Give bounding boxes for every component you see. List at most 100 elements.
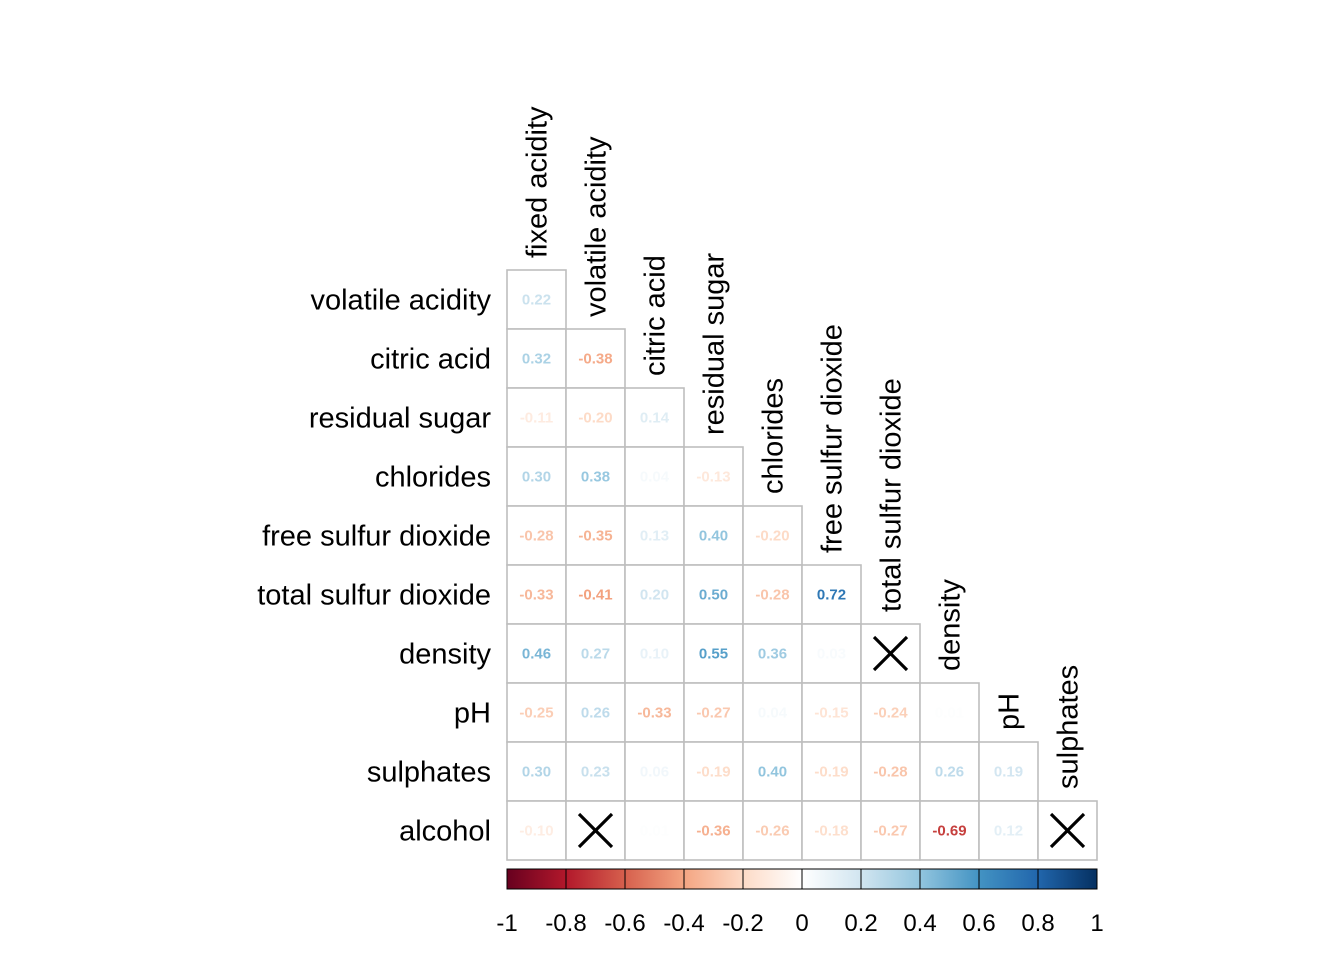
- cell-layer: 0.22 0.32 -0.38 -0.11 -0.20 0.14 0.30 0.38 0.04 -…: [506, 269, 1098, 861]
- cell-value: -0.27: [696, 705, 730, 722]
- colorbar-tick-label: -0.4: [663, 910, 704, 937]
- colorbar-tick-label: 0: [795, 910, 808, 937]
- column-label: citric acid: [640, 255, 672, 376]
- cell-value: -0.35: [578, 528, 612, 545]
- column-label: residual sugar: [699, 253, 731, 435]
- cell-value: -0.18: [814, 823, 848, 840]
- cell-value: -0.69: [932, 823, 966, 840]
- row-label: sulphates: [367, 757, 491, 789]
- cell-value: 0.10: [640, 646, 669, 663]
- column-labels: fixed acidity volatile acidity citric acid…: [522, 106, 1085, 789]
- cell-9-8: [978, 800, 1039, 861]
- colorbar-tick-label: -1: [496, 910, 517, 937]
- row-label: density: [399, 639, 491, 671]
- row-label: volatile acidity: [310, 285, 491, 317]
- cell-value: 0.20: [640, 587, 669, 604]
- row-label: alcohol: [399, 816, 491, 848]
- colorbar-tick-label: 1: [1090, 910, 1103, 937]
- cell-value: 0.55: [699, 646, 728, 663]
- row-label: free sulfur dioxide: [262, 521, 491, 553]
- cell-3-3: [683, 446, 744, 507]
- colorbar-tick-label: -0.2: [722, 910, 763, 937]
- column-label: volatile acidity: [581, 136, 613, 317]
- cell-9-7: [919, 800, 980, 861]
- cell-value: 0.13: [640, 528, 669, 545]
- column-label: free sulfur dioxide: [817, 324, 849, 553]
- colorbar-tick-label: 0.2: [844, 910, 877, 937]
- cell-9-5: [801, 800, 862, 861]
- row-label: total sulfur dioxide: [257, 580, 491, 612]
- column-label: total sulfur dioxide: [876, 378, 908, 612]
- cell-value: 0.06: [640, 764, 669, 781]
- cell-5-3: [683, 564, 744, 625]
- cell-value: 0.03: [817, 646, 846, 663]
- colorbar-tick-label: -0.8: [545, 910, 586, 937]
- cell-value: 0.26: [581, 705, 610, 722]
- cell-value: 0.26: [935, 764, 964, 781]
- cell-5-0: [506, 564, 567, 625]
- cell-value: -0.11: [520, 410, 553, 427]
- cell-value: -0.19: [696, 764, 730, 781]
- cell-value: -0.20: [578, 410, 612, 427]
- cell-7-1: [565, 682, 626, 743]
- row-label: residual sugar: [309, 403, 491, 435]
- cell-8-7: [919, 741, 980, 802]
- cell-6-5: [801, 623, 862, 684]
- column-label: pH: [994, 693, 1026, 730]
- cell-value: -0.28: [755, 587, 789, 604]
- row-label: pH: [454, 698, 491, 730]
- cell-4-3: [683, 505, 744, 566]
- cell-8-1: [565, 741, 626, 802]
- cell-6-1: [565, 623, 626, 684]
- cell-value: 0.22: [522, 292, 551, 309]
- cell-value: -0.33: [637, 705, 671, 722]
- cell-value: -0.13: [696, 469, 730, 486]
- cell-8-3: [683, 741, 744, 802]
- cell-value: -0.10: [519, 823, 553, 840]
- cell-value: -0.33: [519, 587, 553, 604]
- cell-6-0: [506, 623, 567, 684]
- cell-value: -0.19: [814, 764, 848, 781]
- cell-9-2: [624, 800, 685, 861]
- cell-value: -0.28: [873, 764, 907, 781]
- cell-value: 0.38: [581, 469, 610, 486]
- cell-value: -0.20: [755, 528, 789, 545]
- cell-value: 0.14: [640, 410, 670, 427]
- cell-value: 0.30: [522, 764, 551, 781]
- cell-5-5: [801, 564, 862, 625]
- cell-value: 0.12: [994, 823, 1023, 840]
- cell-7-6: [860, 682, 921, 743]
- cell-value: 0.04: [640, 469, 670, 486]
- cross-mark: [1049, 812, 1086, 849]
- row-label: chlorides: [375, 462, 491, 494]
- cell-5-4: [742, 564, 803, 625]
- cross-mark: [577, 812, 614, 849]
- cell-value: -0.38: [578, 351, 612, 368]
- row-labels: volatile acidity citric acid residual suga…: [257, 285, 491, 848]
- cell-2-2: [624, 387, 685, 448]
- cell-value: 0.04: [758, 705, 788, 722]
- cell-value: 0.40: [758, 764, 787, 781]
- cell-7-2: [624, 682, 685, 743]
- cell-value: -0.28: [519, 528, 553, 545]
- cell-0-0: [506, 269, 567, 330]
- cell-4-1: [565, 505, 626, 566]
- cell-value: 0.30: [522, 469, 551, 486]
- cell-value: 0.19: [994, 764, 1023, 781]
- cell-value: -0.41: [578, 587, 612, 604]
- cell-5-1: [565, 564, 626, 625]
- cell-value: 0.27: [581, 646, 610, 663]
- cell-1-0: [506, 328, 567, 389]
- colorbar-tick-label: 0.6: [962, 910, 995, 937]
- row-label: citric acid: [370, 344, 491, 376]
- column-label: sulphates: [1053, 665, 1085, 789]
- cell-value: 0.01: [935, 705, 964, 722]
- cell-value: -0.15: [814, 705, 848, 722]
- cell-value: 0.72: [817, 587, 846, 604]
- color-legend: -1 -0.8 -0.6 -0.4 -0.2 0 0.2 0.4 0.6 0.8 1: [496, 868, 1104, 937]
- column-label: chlorides: [758, 378, 790, 494]
- cell-3-1: [565, 446, 626, 507]
- colorbar-tick-label: 0.8: [1021, 910, 1054, 937]
- cell-9-4: [742, 800, 803, 861]
